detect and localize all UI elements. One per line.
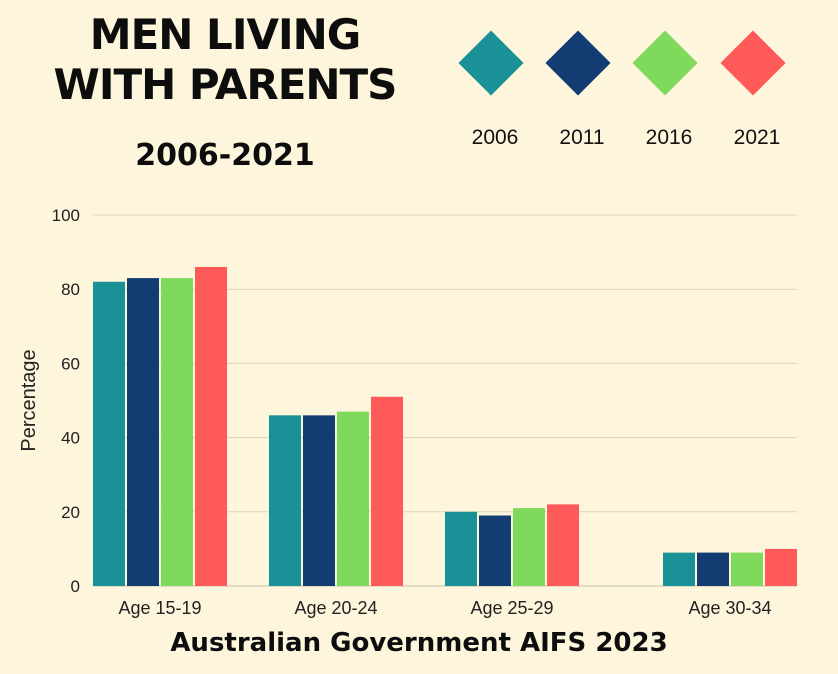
y-tick-label: 20 — [61, 503, 80, 522]
legend-label-2016: 2016 — [645, 126, 693, 149]
x-tick-label: Age 15-19 — [118, 598, 201, 618]
legend-label-2006: 2006 — [471, 126, 519, 149]
legend-label-2011: 2011 — [559, 126, 605, 149]
legend-item-2021: 2021 — [717, 28, 805, 158]
chart-title: MEN LIVING WITH PARENTS — [53, 10, 398, 109]
legend-item-2006: 2006 — [455, 28, 543, 158]
legend-swatch-2021 — [720, 30, 786, 96]
bar-chart: 0 20 40 60 80 100 Percentage Age 15-19 Age 20-24… — [18, 206, 797, 618]
legend-swatch-2006 — [458, 30, 524, 96]
bar-2021-age-15-19 — [195, 266, 227, 586]
source-caption: Australian Government AIFS 2023 — [170, 628, 668, 658]
legend-item-2016: 2016 — [629, 28, 717, 158]
x-tick-label: Age 30-34 — [688, 598, 771, 618]
y-axis-label: Percentage — [18, 349, 40, 451]
legend-swatch-2016 — [632, 30, 698, 96]
x-tick-label: Age 25-29 — [470, 598, 553, 618]
bar-2021-age-25-29 — [547, 504, 579, 586]
bar-2021-age-20-24 — [371, 396, 403, 586]
chart-subtitle: 2006-2021 — [135, 138, 315, 173]
legend-label-2021: 2021 — [733, 126, 781, 149]
x-tick-label: Age 20-24 — [294, 598, 377, 618]
y-tick-label: 40 — [61, 429, 80, 448]
bar-2006-age-20-24 — [269, 415, 301, 586]
bar-2016-age-20-24 — [337, 411, 369, 586]
bar-2021-age-30-34 — [765, 548, 797, 586]
bar-2016-age-25-29 — [513, 508, 545, 586]
bar-2016-age-30-34 — [731, 552, 763, 586]
y-tick-label: 60 — [61, 354, 80, 373]
bar-2011-age-25-29 — [479, 515, 511, 586]
bar-2016-age-15-19 — [161, 278, 193, 586]
bar-2011-age-15-19 — [127, 278, 159, 586]
legend: 2006 2011 2016 2021 — [455, 28, 805, 158]
y-tick-label: 0 — [71, 577, 80, 596]
bar-2006-age-30-34 — [663, 552, 695, 586]
y-tick-label: 100 — [52, 206, 80, 225]
y-tick-label: 80 — [61, 280, 80, 299]
legend-item-2011: 2011 — [542, 28, 630, 158]
bar-2011-age-30-34 — [697, 552, 729, 586]
legend-swatch-2011 — [545, 30, 611, 96]
bar-2006-age-25-29 — [445, 511, 477, 586]
bar-2011-age-20-24 — [303, 415, 335, 586]
bar-2006-age-15-19 — [93, 281, 125, 586]
